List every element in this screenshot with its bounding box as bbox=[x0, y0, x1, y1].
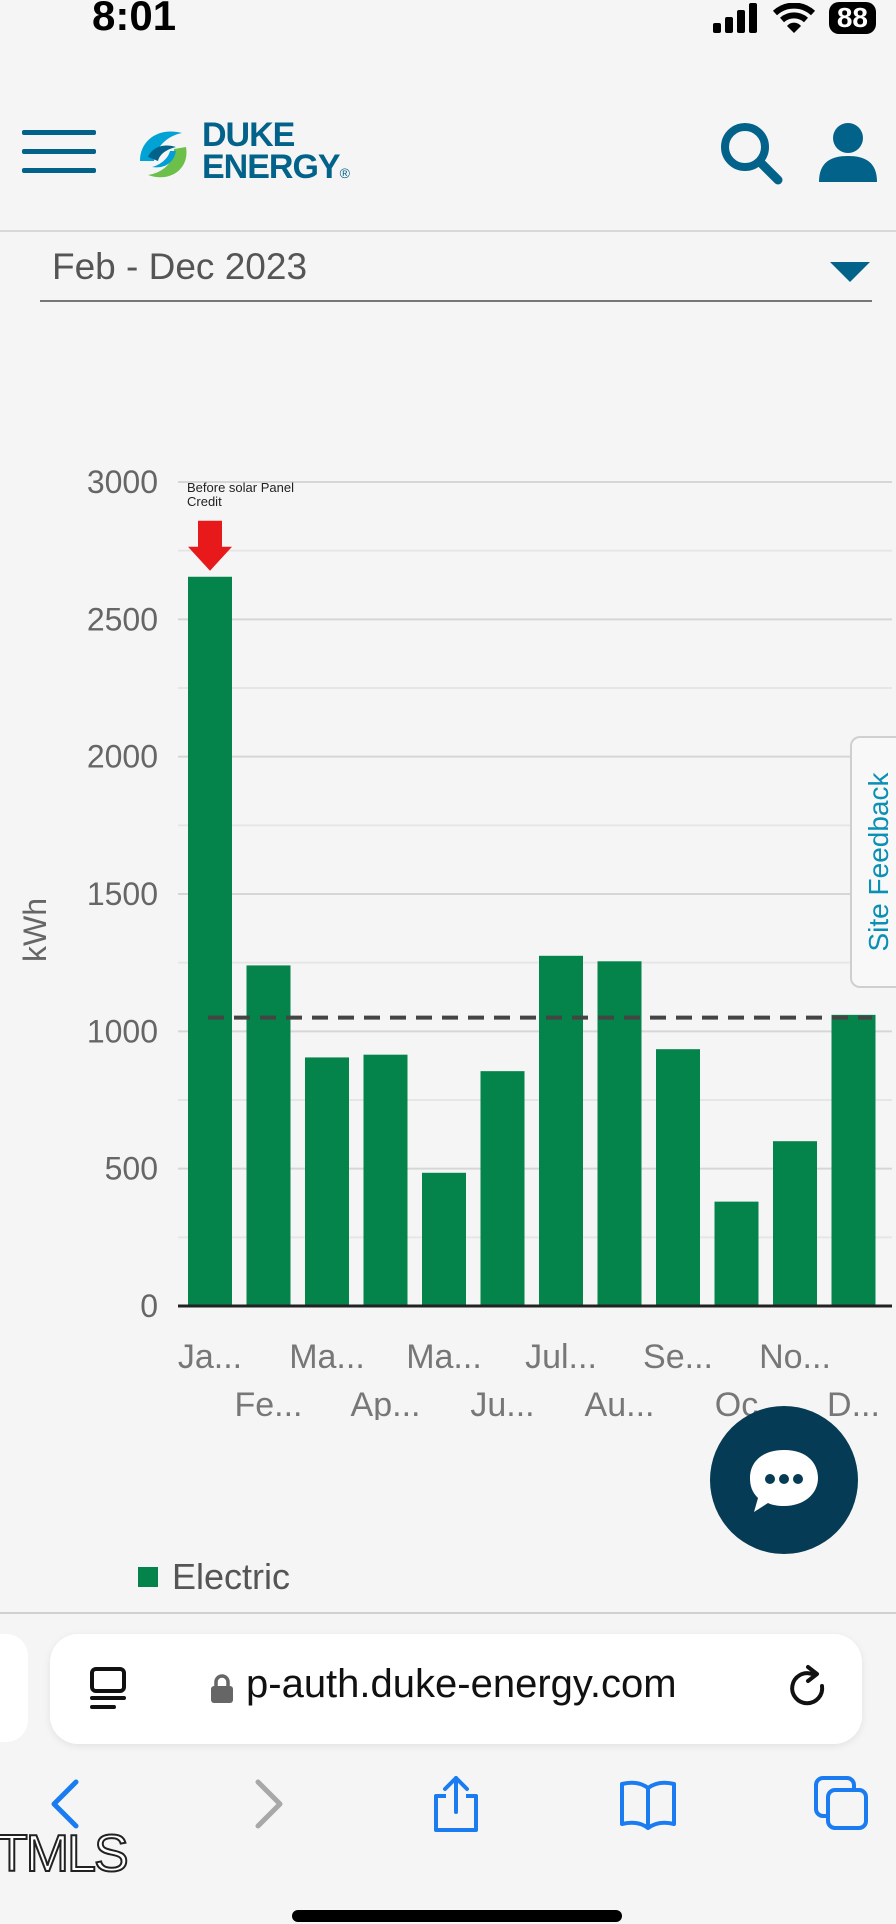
x-category-label: No... bbox=[759, 1338, 831, 1376]
status-icons: 88 bbox=[712, 0, 876, 36]
legend-swatch bbox=[138, 1567, 158, 1587]
red-arrow-icon bbox=[188, 520, 232, 571]
browser-divider bbox=[0, 1612, 896, 1614]
date-range-select[interactable]: Feb - Dec 2023 bbox=[40, 238, 872, 302]
logo-registered-mark: ® bbox=[339, 165, 350, 181]
back-icon[interactable] bbox=[40, 1776, 96, 1832]
x-category-label: Jul... bbox=[525, 1338, 597, 1376]
bar-4[interactable] bbox=[422, 1172, 466, 1306]
bar-9[interactable] bbox=[714, 1201, 759, 1306]
bar-7[interactable] bbox=[597, 961, 642, 1306]
duke-energy-logo-text: DUKE ENERGY® bbox=[202, 116, 350, 189]
duke-energy-logo-mark-icon bbox=[140, 131, 187, 178]
x-category-label: Ma... bbox=[289, 1338, 365, 1376]
lock-icon bbox=[211, 1674, 233, 1703]
bar-8[interactable] bbox=[656, 1049, 700, 1306]
x-category-label: D... bbox=[827, 1386, 880, 1420]
y-tick-label: 3000 bbox=[87, 464, 158, 500]
y-tick-label: 1500 bbox=[87, 876, 158, 912]
y-tick-label: 2500 bbox=[87, 601, 158, 637]
x-category-label: Ja... bbox=[178, 1338, 242, 1376]
search-icon[interactable] bbox=[718, 120, 784, 186]
bookmarks-icon[interactable] bbox=[620, 1776, 676, 1832]
x-category-label: Ju... bbox=[470, 1386, 534, 1420]
solar-annotation: Before solar Panel Credit bbox=[187, 480, 294, 571]
bar-10[interactable] bbox=[773, 1141, 817, 1306]
tabs-icon[interactable] bbox=[814, 1776, 870, 1832]
bar-6[interactable] bbox=[539, 955, 583, 1306]
chart-bars bbox=[188, 576, 876, 1306]
logo-text-line1: DUKE bbox=[202, 116, 295, 154]
annotation-line2: Credit bbox=[187, 494, 222, 509]
x-category-label: Fe... bbox=[234, 1386, 302, 1420]
chat-button[interactable] bbox=[710, 1406, 858, 1554]
date-range-value: Feb - Dec 2023 bbox=[52, 246, 308, 287]
y-tick-label: 2000 bbox=[87, 739, 158, 775]
chat-bubble-icon bbox=[750, 1450, 818, 1512]
reload-icon[interactable] bbox=[784, 1664, 832, 1714]
y-tick-label: 0 bbox=[140, 1288, 158, 1324]
site-header: DUKE ENERGY® bbox=[0, 90, 896, 232]
url-text: p-auth.duke-energy.com bbox=[246, 1662, 677, 1706]
bar-5[interactable] bbox=[480, 1071, 525, 1306]
y-tick-label: 1000 bbox=[87, 1013, 158, 1049]
previous-tab-peek[interactable] bbox=[0, 1634, 28, 1742]
battery-indicator: 88 bbox=[828, 2, 876, 34]
home-indicator bbox=[292, 1910, 622, 1922]
y-axis-label: kWh bbox=[17, 898, 53, 962]
y-tick-label: 500 bbox=[105, 1151, 158, 1187]
bar-3[interactable] bbox=[363, 1054, 408, 1306]
x-axis-category-labels: Ja... Fe... Ma... Ap... Ma... Ju... Jul... Au..… bbox=[178, 1338, 880, 1420]
x-category-label: Se... bbox=[643, 1338, 713, 1376]
reader-mode-icon[interactable] bbox=[88, 1666, 132, 1712]
wifi-icon bbox=[772, 3, 815, 33]
share-icon[interactable] bbox=[428, 1776, 484, 1832]
annotation-line1: Before solar Panel bbox=[187, 480, 294, 495]
site-feedback-tab[interactable]: Site Feedback bbox=[850, 736, 896, 988]
status-time: 8:01 bbox=[92, 0, 177, 39]
chart-legend: Electric bbox=[138, 1556, 290, 1598]
site-feedback-label: Site Feedback bbox=[863, 772, 894, 952]
x-category-label: Ap... bbox=[351, 1386, 421, 1420]
mls-watermark: TMLS bbox=[0, 1824, 130, 1884]
menu-icon[interactable] bbox=[22, 130, 96, 174]
legend-label: Electric bbox=[172, 1556, 291, 1597]
account-icon[interactable] bbox=[815, 120, 881, 186]
y-axis-ticks: 0 500 1000 1500 2000 2500 3000 bbox=[87, 464, 158, 1324]
dropdown-arrow-icon bbox=[830, 262, 870, 282]
bar-11[interactable] bbox=[831, 1014, 876, 1306]
bar-0[interactable] bbox=[188, 576, 232, 1306]
forward-icon[interactable] bbox=[238, 1776, 294, 1832]
address-bar[interactable]: p-auth.duke-energy.com bbox=[50, 1634, 862, 1744]
x-category-label: Ma... bbox=[406, 1338, 482, 1376]
cellular-signal-icon bbox=[712, 3, 757, 33]
x-category-label: Au... bbox=[585, 1386, 655, 1420]
bar-1[interactable] bbox=[246, 965, 291, 1306]
usage-bar-chart: 0 500 1000 1500 2000 2500 3000 kWh Ja... Fe... M… bbox=[17, 464, 892, 1420]
logo-text-line2: ENERGY bbox=[202, 148, 341, 186]
bar-2[interactable] bbox=[305, 1057, 349, 1306]
duke-energy-logo[interactable]: DUKE ENERGY® bbox=[130, 114, 350, 194]
